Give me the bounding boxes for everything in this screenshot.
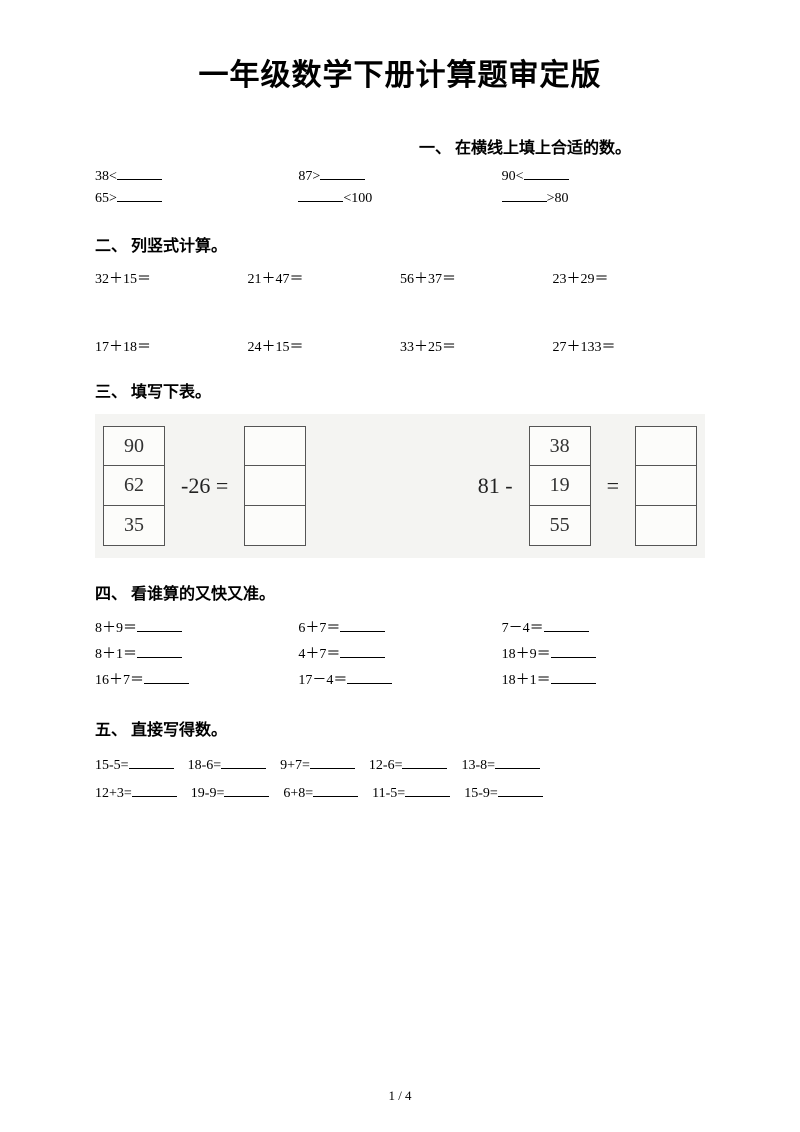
s5r2c: 6+8= — [283, 786, 313, 801]
section4-row3: 16＋7＝ 17－4＝ 18＋1＝ — [95, 668, 705, 694]
section1-heading: 一、 在横线上填上合适的数。 — [95, 134, 705, 158]
s4r1b: 6＋7＝ — [298, 621, 340, 636]
s4r3b: 17－4＝ — [298, 673, 347, 688]
blank — [137, 644, 182, 658]
cell: 35 — [103, 506, 165, 546]
blank — [298, 188, 343, 202]
blank — [402, 755, 447, 769]
blank — [224, 783, 269, 797]
table1-left: 90 62 35 — [103, 426, 165, 546]
s2r2a: 17＋18＝ — [95, 336, 248, 356]
blank — [524, 166, 569, 180]
s2r2d: 27＋133＝ — [553, 336, 706, 356]
s5r1a: 15-5= — [95, 758, 129, 773]
s2r1a: 32＋15＝ — [95, 268, 248, 288]
cell-empty — [244, 426, 306, 466]
s2r1b: 21＋47＝ — [248, 268, 401, 288]
section4-heading: 四、 看谁算的又快又准。 — [95, 580, 705, 604]
section5-row2: 12+3= 19-9= 6+8= 11-5= 15-9= — [95, 780, 705, 808]
s1r2a: 65> — [95, 191, 117, 206]
blank — [340, 618, 385, 632]
blank — [347, 670, 392, 684]
cell: 19 — [529, 466, 591, 506]
cell-empty — [635, 506, 697, 546]
blank — [502, 188, 547, 202]
table1-op: -26 = — [175, 473, 234, 499]
cell-empty — [635, 426, 697, 466]
s2r2c: 33＋25＝ — [400, 336, 553, 356]
s4r3c: 18＋1＝ — [502, 673, 551, 688]
blank — [551, 670, 596, 684]
s5r1e: 13-8= — [461, 758, 495, 773]
cell-empty — [635, 466, 697, 506]
cell: 38 — [529, 426, 591, 466]
blank — [310, 755, 355, 769]
table1-right — [244, 426, 306, 546]
s2r1d: 23＋29＝ — [553, 268, 706, 288]
blank — [221, 755, 266, 769]
s5r2e: 15-9= — [464, 786, 498, 801]
blank — [132, 783, 177, 797]
cell-empty — [244, 506, 306, 546]
cell: 55 — [529, 506, 591, 546]
blank — [144, 670, 189, 684]
section4-row1: 8＋9＝ 6＋7＝ 7－4＝ — [95, 616, 705, 642]
s5r1d: 12-6= — [369, 758, 403, 773]
blank — [129, 755, 174, 769]
section5-row1: 15-5= 18-6= 9+7= 12-6= 13-8= — [95, 752, 705, 780]
cell: 90 — [103, 426, 165, 466]
s4r2b: 4＋7＝ — [298, 647, 340, 662]
table2-pre: 81 - — [472, 473, 519, 499]
s5r2a: 12+3= — [95, 786, 132, 801]
blank — [320, 166, 365, 180]
blank — [551, 644, 596, 658]
s1r1c: 90< — [502, 169, 524, 184]
s5r1b: 18-6= — [188, 758, 222, 773]
blank — [117, 166, 162, 180]
s4r1a: 8＋9＝ — [95, 621, 137, 636]
page-footer: 1 / 4 — [0, 1088, 800, 1104]
section2-row2: 17＋18＝ 24＋15＝ 33＋25＝ 27＋133＝ — [95, 336, 705, 356]
table2-post: = — [601, 473, 625, 499]
s4r2a: 8＋1＝ — [95, 647, 137, 662]
table2-left: 38 19 55 — [529, 426, 591, 546]
cell: 62 — [103, 466, 165, 506]
section5-heading: 五、 直接写得数。 — [95, 716, 705, 740]
s1r1a: 38< — [95, 169, 117, 184]
blank — [313, 783, 358, 797]
blank — [117, 188, 162, 202]
blank — [137, 618, 182, 632]
section1-row2: 65> <100 >80 — [95, 188, 705, 210]
section3-tables: 90 62 35 -26 = 81 - 38 19 55 = — [95, 414, 705, 558]
s2r1c: 56＋37＝ — [400, 268, 553, 288]
section2-heading: 二、 列竖式计算。 — [95, 232, 705, 256]
table2-right — [635, 426, 697, 546]
blank — [405, 783, 450, 797]
section4-row2: 8＋1＝ 4＋7＝ 18＋9＝ — [95, 642, 705, 668]
section3-heading: 三、 填写下表。 — [95, 378, 705, 402]
page-title: 一年级数学下册计算题审定版 — [95, 50, 705, 94]
s1r1b: 87> — [298, 169, 320, 184]
section2-row1: 32＋15＝ 21＋47＝ 56＋37＝ 23＋29＝ — [95, 268, 705, 288]
s4r1c: 7－4＝ — [502, 621, 544, 636]
section1-row1: 38< 87> 90< — [95, 166, 705, 188]
blank — [498, 783, 543, 797]
s4r3a: 16＋7＝ — [95, 673, 144, 688]
s5r2d: 11-5= — [372, 786, 405, 801]
s2r2b: 24＋15＝ — [248, 336, 401, 356]
s1r2c: >80 — [547, 191, 569, 206]
blank — [544, 618, 589, 632]
s1r2b: <100 — [343, 191, 372, 206]
s4r2c: 18＋9＝ — [502, 647, 551, 662]
blank — [340, 644, 385, 658]
s5r1c: 9+7= — [280, 758, 310, 773]
blank — [495, 755, 540, 769]
s5r2b: 19-9= — [191, 786, 225, 801]
cell-empty — [244, 466, 306, 506]
